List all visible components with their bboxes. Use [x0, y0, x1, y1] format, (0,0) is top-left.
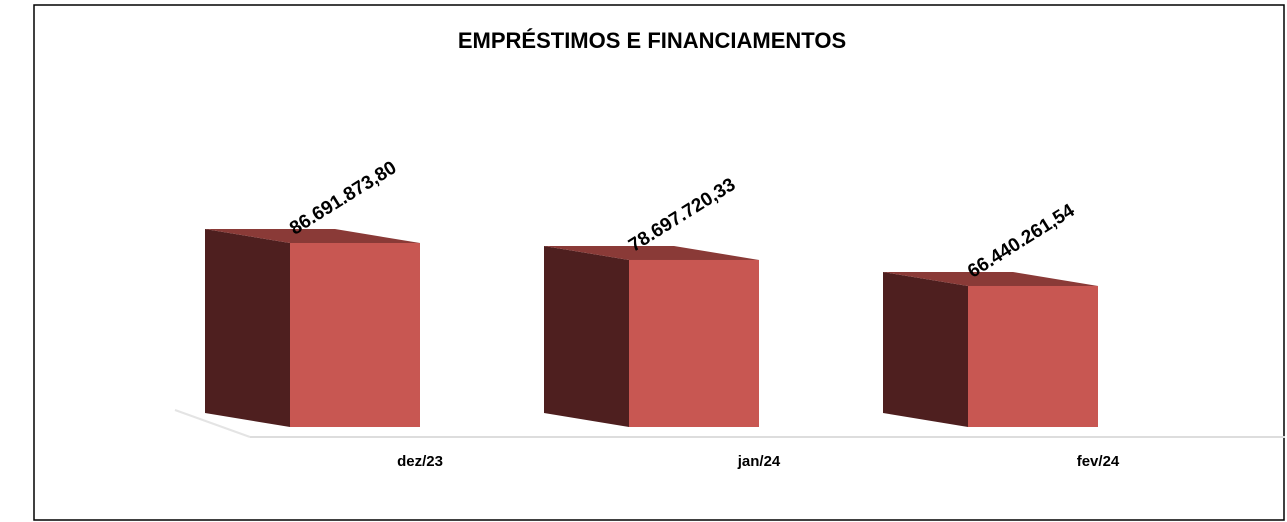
x-tick-label: jan/24 [737, 453, 781, 470]
x-tick-label: fev/24 [1077, 453, 1120, 470]
bar-top [883, 271, 1098, 286]
bar-side [205, 229, 290, 427]
bar [629, 259, 759, 427]
bar-side [883, 271, 968, 427]
bar-top [205, 229, 420, 243]
floor-edge [174, 409, 251, 438]
x-tick-label: dez/23 [397, 453, 443, 470]
bar [290, 243, 420, 427]
bar-side [544, 245, 629, 427]
chart-title: EMPRÉSTIMOS E FINANCIAMENTOS [458, 28, 846, 53]
bar [968, 285, 1098, 427]
bar-top [544, 245, 759, 260]
